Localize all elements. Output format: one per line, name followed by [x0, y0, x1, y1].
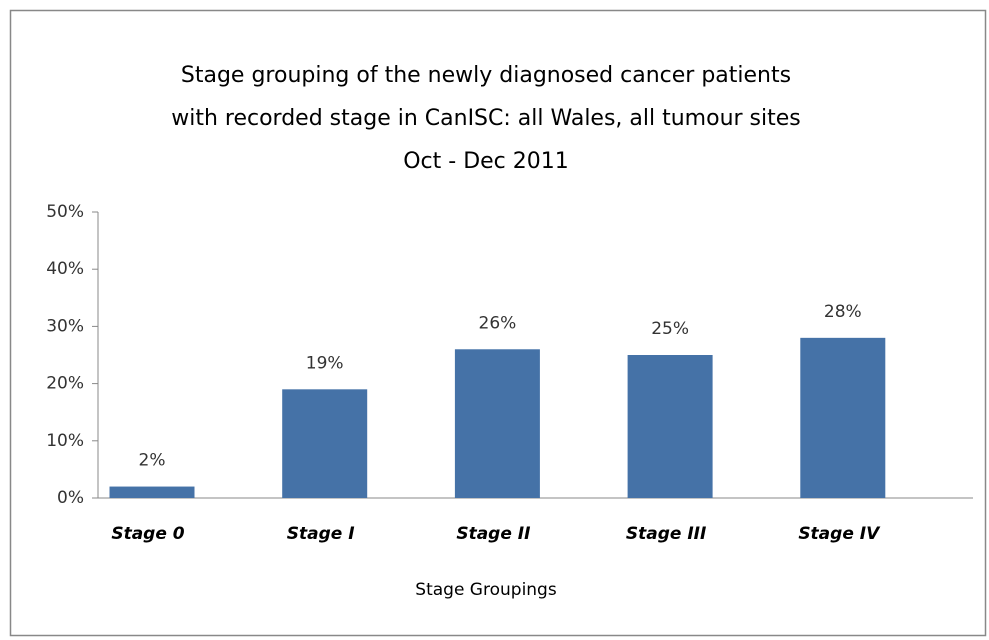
- y-tick-label: 40%: [46, 259, 84, 279]
- y-tick-label: 10%: [46, 431, 84, 451]
- y-tick-label: 30%: [46, 316, 84, 336]
- x-axis-title: Stage Groupings: [415, 580, 557, 600]
- x-tick-label: Stage III: [626, 524, 706, 544]
- bar: [800, 337, 886, 498]
- value-label: 28%: [824, 302, 862, 322]
- bar: [454, 349, 540, 498]
- x-tick-label: Stage IV: [798, 524, 881, 544]
- value-label: 19%: [306, 353, 344, 373]
- x-tick-label: Stage 0: [111, 524, 184, 544]
- chart-frame: [9, 9, 987, 637]
- bar: [627, 355, 713, 498]
- y-tick-label: 0%: [57, 488, 84, 508]
- chart-title: Oct - Dec 2011: [403, 149, 569, 174]
- value-label: 26%: [479, 313, 517, 333]
- y-tick-label: 20%: [46, 374, 84, 394]
- value-label: 25%: [651, 319, 689, 339]
- value-label: 2%: [139, 451, 166, 471]
- chart-title: Stage grouping of the newly diagnosed ca…: [181, 63, 791, 88]
- y-tick-label: 50%: [46, 202, 84, 222]
- x-tick-label: Stage II: [456, 524, 530, 544]
- chart-title: with recorded stage in CanISC: all Wales…: [171, 106, 801, 131]
- bar: [109, 486, 195, 498]
- bar: [282, 389, 368, 498]
- x-tick-label: Stage I: [287, 524, 355, 544]
